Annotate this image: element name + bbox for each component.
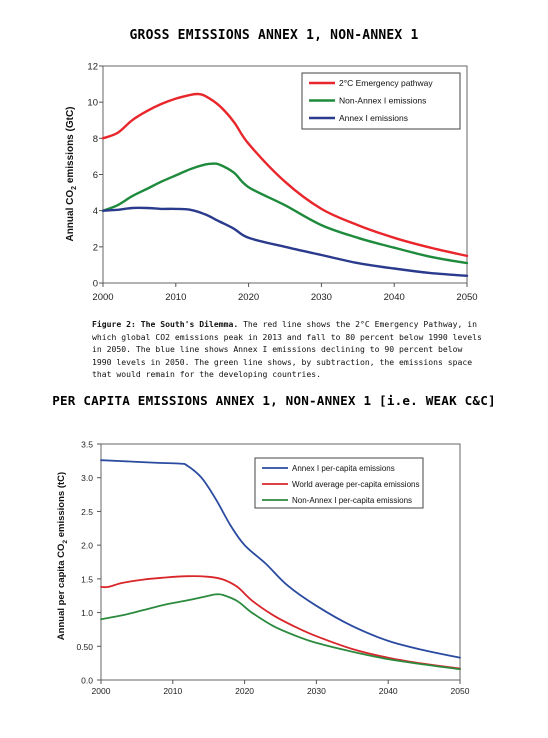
y-axis-label: Annual CO2 emissions (GtC) bbox=[65, 106, 78, 241]
x-tick-label: 2020 bbox=[238, 292, 259, 303]
legend-label: World average per-capita emissions bbox=[292, 480, 419, 489]
series-line bbox=[101, 92, 469, 258]
y-tick-label: 1.0 bbox=[81, 608, 93, 618]
chart1-heading: GROSS EMISSIONS ANNEX 1, NON-ANNEX 1 bbox=[129, 28, 419, 43]
legend-label: Annex I per-capita emissions bbox=[292, 464, 395, 473]
y-tick-label: 2.0 bbox=[81, 541, 93, 551]
y-tick-label: 12 bbox=[87, 62, 98, 73]
x-tick-label: 2010 bbox=[163, 686, 182, 696]
chart1-caption: Figure 2: The South's Dilemma. The red l… bbox=[92, 318, 484, 381]
series-line bbox=[101, 206, 469, 277]
x-tick-label: 2040 bbox=[384, 292, 405, 303]
x-tick-label: 2030 bbox=[311, 292, 332, 303]
chart2-heading: PER CAPITA EMISSIONS ANNEX 1, NON-ANNEX … bbox=[52, 393, 496, 408]
y-axis-label: Annual per capita CO2 emissions (tC) bbox=[56, 472, 69, 640]
legend-label: 2°C Emergency pathway bbox=[339, 78, 433, 88]
series-line bbox=[101, 162, 469, 265]
chart1: 0 2 4 6 8 10 12 2000 2010 2020 2030 2040 2050 Annual … bbox=[65, 62, 478, 304]
legend-label: Annex I emissions bbox=[339, 113, 408, 123]
x-tick-label: 2040 bbox=[379, 686, 398, 696]
y-tick-label: 0.50 bbox=[76, 642, 93, 652]
y-tick-label: 3.0 bbox=[81, 473, 93, 483]
x-tick-label: 2010 bbox=[165, 292, 186, 303]
legend-label: Non-Annex I per-capita emissions bbox=[292, 496, 412, 505]
series-line bbox=[100, 593, 461, 671]
x-tick-label: 2000 bbox=[92, 686, 111, 696]
y-tick-label: 2 bbox=[93, 242, 98, 253]
y-tick-label: 10 bbox=[87, 98, 98, 109]
caption-text: The red line shows the 2°C Emergency Pat… bbox=[92, 319, 482, 379]
legend-label: Non-Annex I emissions bbox=[339, 96, 426, 106]
x-tick-label: 2000 bbox=[92, 292, 113, 303]
y-tick-label: 4 bbox=[93, 206, 98, 217]
x-tick-label: 2050 bbox=[451, 686, 470, 696]
chart2: 0.0 0.50 1.0 1.5 2.0 2.5 3.0 3.5 2000 2010 2020 203… bbox=[56, 440, 470, 697]
y-tick-label: 3.5 bbox=[81, 440, 93, 450]
plot-frame bbox=[100, 443, 461, 681]
y-tick-label: 0.0 bbox=[81, 676, 93, 686]
y-tick-label: 2.5 bbox=[81, 507, 93, 517]
caption-label: Figure 2: The South's Dilemma. bbox=[92, 319, 239, 329]
y-tick-label: 0 bbox=[93, 279, 98, 290]
series-line bbox=[100, 459, 461, 659]
y-tick-label: 6 bbox=[93, 170, 98, 181]
y-tick-label: 8 bbox=[93, 134, 98, 145]
y-tick-label: 1.5 bbox=[81, 574, 93, 584]
x-tick-label: 2030 bbox=[307, 686, 326, 696]
series-line bbox=[100, 575, 461, 670]
x-tick-label: 2020 bbox=[235, 686, 254, 696]
x-tick-label: 2050 bbox=[456, 292, 477, 303]
